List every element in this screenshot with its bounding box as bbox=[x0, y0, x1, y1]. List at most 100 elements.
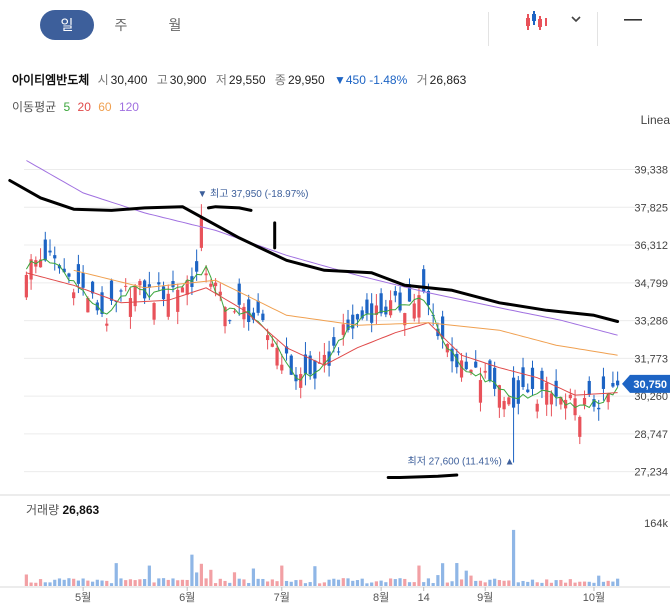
candle-body[interactable] bbox=[256, 300, 260, 313]
tab-weekly[interactable]: 주 bbox=[114, 17, 128, 33]
candle-body[interactable] bbox=[284, 346, 289, 354]
candle-body[interactable] bbox=[417, 295, 421, 318]
candle-body[interactable] bbox=[313, 360, 317, 379]
candle-body[interactable] bbox=[251, 312, 256, 320]
candle-body[interactable] bbox=[530, 367, 535, 389]
ma-legend-120[interactable]: 120 bbox=[118, 100, 139, 114]
candle-body[interactable] bbox=[86, 298, 90, 313]
candle-body[interactable] bbox=[67, 273, 71, 277]
candle-body[interactable] bbox=[601, 376, 606, 389]
candle-body[interactable] bbox=[592, 399, 596, 407]
ma-legend-20[interactable]: 20 bbox=[77, 100, 91, 114]
candle-body[interactable] bbox=[322, 354, 326, 366]
candle-body[interactable] bbox=[299, 374, 303, 388]
candle-body[interactable] bbox=[403, 313, 407, 326]
candle-body[interactable] bbox=[611, 383, 615, 387]
candle-body[interactable] bbox=[450, 348, 454, 362]
candle-body[interactable] bbox=[176, 289, 180, 312]
candle-body[interactable] bbox=[493, 367, 497, 389]
candle-body[interactable] bbox=[573, 398, 577, 416]
candle-body[interactable] bbox=[100, 292, 104, 315]
candle-body[interactable] bbox=[266, 335, 270, 341]
candle-body[interactable] bbox=[152, 303, 156, 320]
candle-body[interactable] bbox=[549, 393, 554, 405]
candle-body[interactable] bbox=[459, 360, 464, 378]
candle-body[interactable] bbox=[128, 298, 133, 317]
candle-body[interactable] bbox=[597, 407, 601, 410]
candle-body[interactable] bbox=[105, 323, 109, 326]
candle-body[interactable] bbox=[180, 287, 185, 293]
candle-body[interactable] bbox=[464, 361, 468, 370]
candle-body[interactable] bbox=[426, 290, 431, 306]
candle-body[interactable] bbox=[185, 280, 189, 295]
candle-body[interactable] bbox=[119, 290, 123, 292]
candle-body[interactable] bbox=[38, 259, 43, 268]
chevron-down-icon[interactable] bbox=[570, 14, 582, 24]
candle-body[interactable] bbox=[62, 268, 66, 273]
candle-body[interactable] bbox=[218, 291, 222, 296]
scale-type-label[interactable]: Linea bbox=[640, 113, 670, 127]
candle-body[interactable] bbox=[616, 380, 620, 386]
candle-body[interactable] bbox=[355, 314, 360, 320]
candle-body[interactable] bbox=[526, 389, 530, 393]
candle-body[interactable] bbox=[204, 273, 208, 276]
candle-body[interactable] bbox=[478, 380, 483, 403]
candle-body[interactable] bbox=[483, 370, 487, 373]
tab-monthly[interactable]: 월 bbox=[168, 17, 182, 33]
candle-body[interactable] bbox=[578, 416, 582, 437]
ma-legend-60[interactable]: 60 bbox=[98, 100, 112, 114]
candle-body[interactable] bbox=[441, 316, 445, 339]
candle-body[interactable] bbox=[370, 303, 374, 323]
candle-body[interactable] bbox=[237, 283, 241, 305]
candle-body[interactable] bbox=[412, 303, 416, 319]
candle-body[interactable] bbox=[384, 306, 388, 315]
candle-body[interactable] bbox=[213, 282, 218, 287]
candle-body[interactable] bbox=[393, 291, 397, 296]
candle-body[interactable] bbox=[166, 293, 170, 317]
candle-body[interactable] bbox=[554, 380, 558, 397]
candle-body[interactable] bbox=[398, 292, 402, 311]
candle-body[interactable] bbox=[124, 285, 128, 287]
candle-body[interactable] bbox=[308, 355, 312, 375]
candle-body[interactable] bbox=[261, 313, 265, 321]
candle-body[interactable] bbox=[341, 324, 345, 335]
candle-body[interactable] bbox=[223, 307, 227, 327]
candle-body[interactable] bbox=[474, 361, 478, 368]
candle-body[interactable] bbox=[199, 217, 203, 248]
candle-body[interactable] bbox=[502, 401, 506, 410]
candle-body[interactable] bbox=[535, 403, 539, 412]
candle-body[interactable] bbox=[332, 337, 336, 346]
candle-body[interactable] bbox=[469, 369, 473, 373]
candle-body[interactable] bbox=[346, 319, 350, 331]
candle-body[interactable] bbox=[29, 259, 33, 280]
candle-body[interactable] bbox=[516, 380, 520, 404]
candle-body[interactable] bbox=[270, 343, 274, 347]
candle-body[interactable] bbox=[360, 310, 364, 319]
candle-body[interactable] bbox=[161, 286, 166, 300]
candle-body[interactable] bbox=[76, 264, 80, 284]
candle-body[interactable] bbox=[407, 284, 412, 302]
candle-body[interactable] bbox=[374, 305, 378, 315]
candle-body[interactable] bbox=[57, 265, 62, 269]
candle-body[interactable] bbox=[280, 364, 284, 371]
candle-body[interactable] bbox=[587, 380, 591, 395]
candle-body[interactable] bbox=[559, 397, 563, 405]
candle-body[interactable] bbox=[195, 261, 199, 272]
candle-body[interactable] bbox=[422, 269, 426, 292]
candle-body[interactable] bbox=[582, 397, 587, 405]
minus-icon[interactable] bbox=[624, 17, 644, 23]
candle-body[interactable] bbox=[303, 354, 308, 374]
candle-body[interactable] bbox=[275, 347, 279, 366]
candle-body[interactable] bbox=[497, 385, 501, 408]
candle-body[interactable] bbox=[511, 377, 516, 408]
candle-body[interactable] bbox=[289, 355, 293, 375]
candle-body[interactable] bbox=[232, 311, 237, 313]
candle-body[interactable] bbox=[521, 367, 525, 388]
candle-body[interactable] bbox=[455, 353, 459, 368]
candle-body[interactable] bbox=[568, 394, 572, 399]
candle-body[interactable] bbox=[336, 351, 341, 353]
ma-legend-5[interactable]: 5 bbox=[63, 100, 71, 114]
candle-body[interactable] bbox=[48, 250, 52, 253]
candle-body[interactable] bbox=[24, 274, 28, 298]
